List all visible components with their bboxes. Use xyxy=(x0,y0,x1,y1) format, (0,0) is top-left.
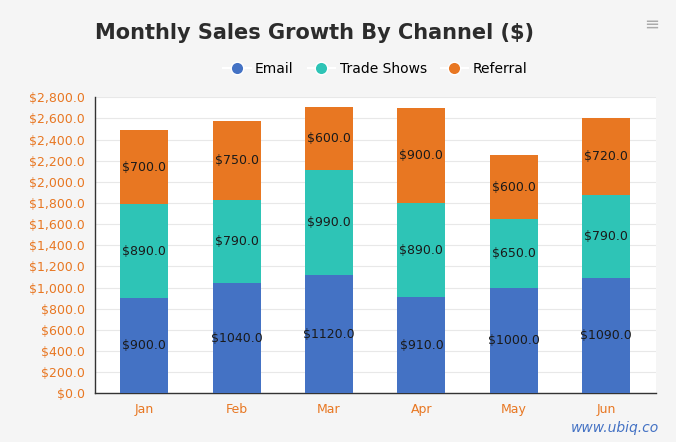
Bar xyxy=(489,288,538,393)
Bar xyxy=(212,283,261,393)
Text: $600.0: $600.0 xyxy=(307,132,351,145)
Bar xyxy=(397,203,445,297)
Text: $720.0: $720.0 xyxy=(584,150,628,163)
Text: $700.0: $700.0 xyxy=(122,160,166,174)
Text: www.ubiq.co: www.ubiq.co xyxy=(571,421,659,435)
Text: $990.0: $990.0 xyxy=(307,216,351,229)
Text: $790.0: $790.0 xyxy=(584,230,628,243)
Bar xyxy=(120,204,168,298)
Text: $1040.0: $1040.0 xyxy=(211,332,262,345)
Text: $650.0: $650.0 xyxy=(492,247,535,260)
Bar xyxy=(120,298,168,393)
Text: $890.0: $890.0 xyxy=(122,244,166,258)
Bar xyxy=(120,130,168,204)
Bar xyxy=(397,297,445,393)
Text: $900.0: $900.0 xyxy=(122,339,166,352)
Text: ≡: ≡ xyxy=(644,15,659,34)
Text: $1090.0: $1090.0 xyxy=(580,329,632,342)
Text: $1120.0: $1120.0 xyxy=(303,328,355,341)
Text: Monthly Sales Growth By Channel ($): Monthly Sales Growth By Channel ($) xyxy=(95,23,533,43)
Text: $600.0: $600.0 xyxy=(492,181,535,194)
Bar xyxy=(305,275,353,393)
Bar xyxy=(489,219,538,288)
Text: $1000.0: $1000.0 xyxy=(488,334,539,347)
Bar xyxy=(305,170,353,275)
Bar xyxy=(212,121,261,200)
Bar xyxy=(489,156,538,219)
Text: $790.0: $790.0 xyxy=(215,235,258,248)
Bar xyxy=(582,118,630,194)
Bar xyxy=(397,108,445,203)
Text: $890.0: $890.0 xyxy=(400,244,443,256)
Bar xyxy=(582,278,630,393)
Bar xyxy=(582,194,630,278)
Bar xyxy=(212,200,261,283)
Bar xyxy=(305,107,353,170)
Text: $910.0: $910.0 xyxy=(400,339,443,352)
Text: $900.0: $900.0 xyxy=(400,149,443,162)
Text: $750.0: $750.0 xyxy=(214,154,259,167)
Legend: Email, Trade Shows, Referral: Email, Trade Shows, Referral xyxy=(218,57,533,82)
